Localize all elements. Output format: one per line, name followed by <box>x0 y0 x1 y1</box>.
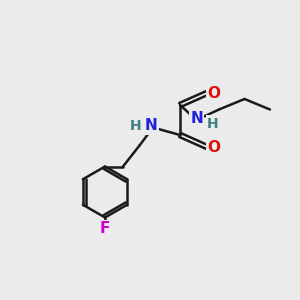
Text: N: N <box>190 111 203 126</box>
Text: N: N <box>145 118 158 134</box>
Text: F: F <box>100 221 110 236</box>
Text: O: O <box>207 140 220 154</box>
Text: H: H <box>130 119 141 133</box>
Text: O: O <box>207 85 220 100</box>
Text: H: H <box>207 117 219 130</box>
